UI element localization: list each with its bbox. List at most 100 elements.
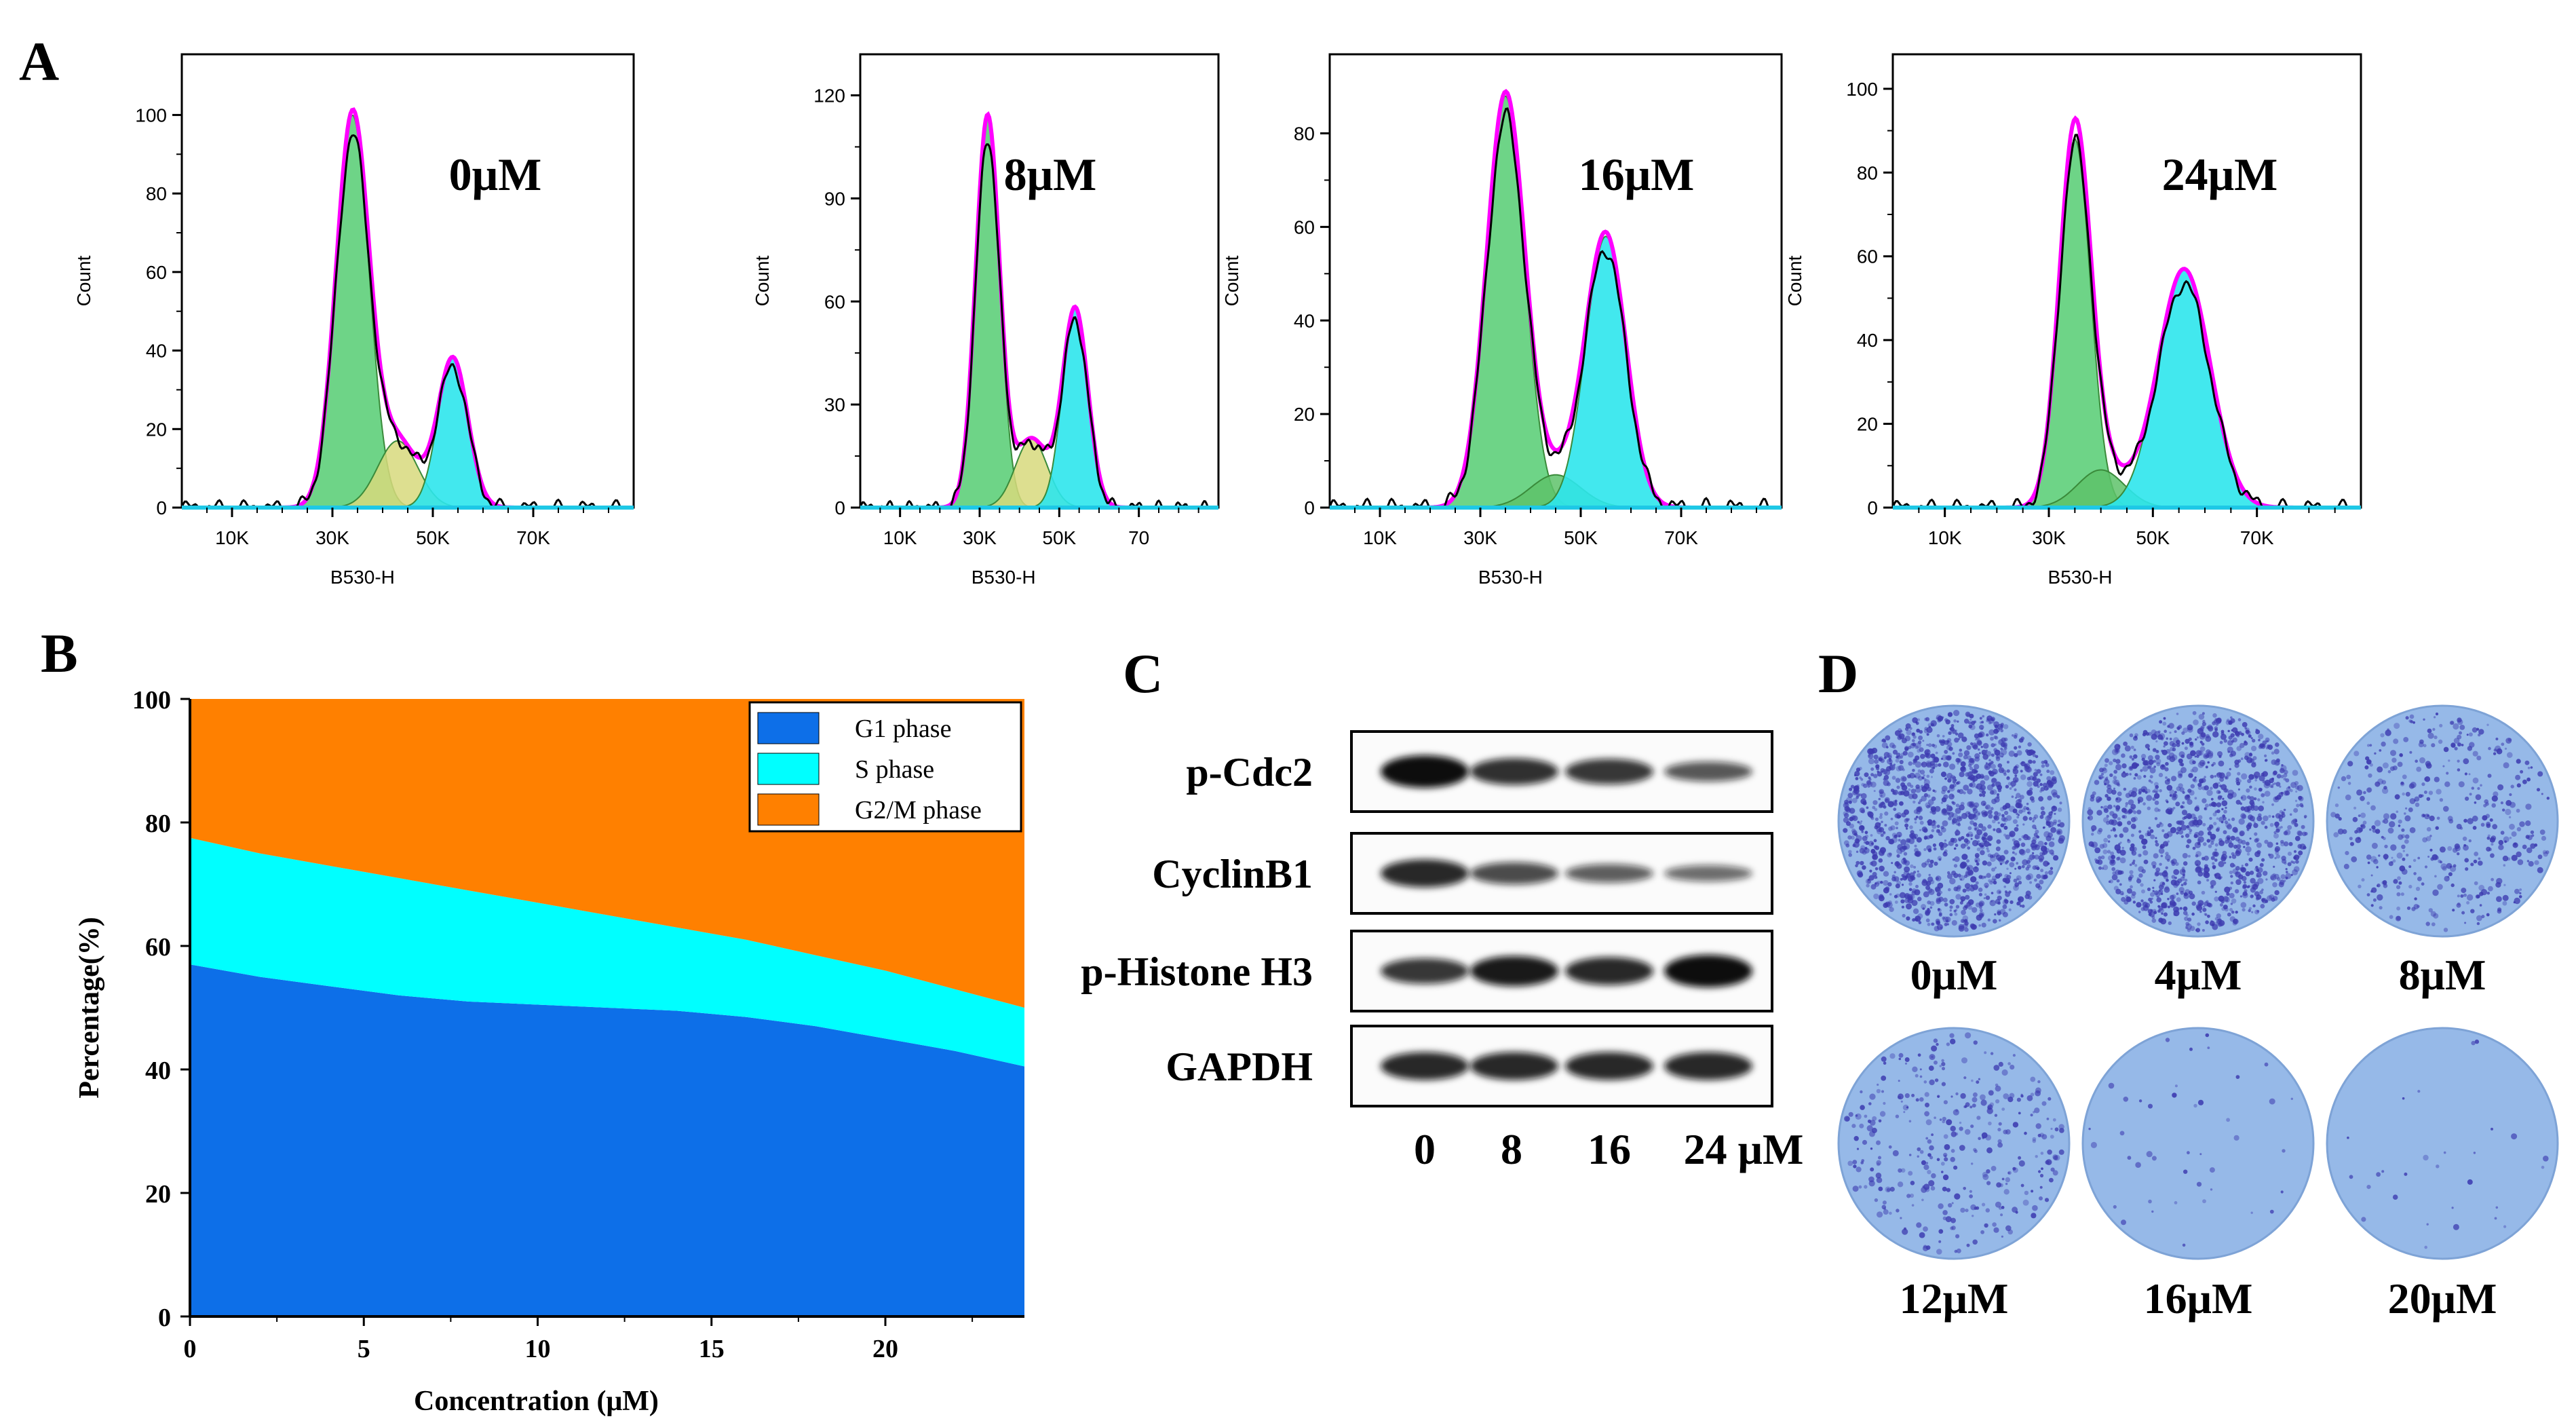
colony — [2014, 852, 2018, 856]
colony — [2269, 1209, 2274, 1214]
colony — [1985, 1208, 1990, 1213]
colony — [2156, 750, 2159, 753]
colony — [2246, 852, 2250, 856]
colony — [2194, 806, 2199, 812]
colony — [1984, 885, 1988, 889]
colony — [2000, 748, 2007, 756]
colony — [1903, 790, 1910, 797]
colony — [1925, 802, 1931, 808]
colony — [1979, 909, 1983, 913]
colony — [2430, 911, 2436, 917]
colony — [1946, 1188, 1950, 1192]
colony — [1955, 894, 1961, 900]
colony — [2206, 725, 2210, 729]
colony — [1940, 739, 1946, 744]
colony — [2148, 827, 2151, 830]
colony — [1966, 902, 1972, 907]
x-tick-label: 10K — [1928, 527, 1962, 548]
colony — [2000, 1213, 2003, 1217]
colony — [1900, 729, 1903, 733]
colony — [2152, 798, 2155, 801]
colony — [2507, 857, 2511, 861]
colony — [1978, 1078, 1981, 1081]
colony — [2090, 1141, 2097, 1148]
colony — [2275, 761, 2280, 765]
colony — [2131, 757, 2134, 761]
colony — [2012, 819, 2018, 824]
colony — [2518, 895, 2522, 898]
colony — [1860, 860, 1864, 866]
band — [1565, 864, 1653, 883]
colony — [2169, 738, 2172, 740]
protein-label: CyclinB1 — [1152, 852, 1313, 896]
colony — [1986, 847, 1989, 850]
colony — [2224, 886, 2231, 893]
colony — [2232, 827, 2238, 833]
colony — [2366, 744, 2370, 747]
colony — [2026, 807, 2030, 811]
colony — [1988, 810, 1993, 814]
colony — [1950, 1149, 1955, 1153]
colony — [2187, 799, 2193, 805]
colony — [1923, 848, 1927, 852]
colony — [2001, 1177, 2005, 1181]
colony — [2247, 810, 2251, 814]
colony — [1940, 757, 1944, 760]
colony — [2366, 1185, 2371, 1190]
colony — [1955, 886, 1961, 892]
colony — [2398, 834, 2404, 840]
colony — [2029, 787, 2033, 791]
colony — [1937, 856, 1942, 860]
colony — [1948, 793, 1955, 800]
colony — [2128, 799, 2134, 805]
colony — [2032, 1139, 2037, 1143]
colony — [2014, 867, 2017, 870]
colony — [1927, 749, 1930, 753]
colony — [1943, 761, 1949, 767]
colony — [2446, 772, 2449, 775]
colony — [2195, 805, 2199, 810]
colony — [2473, 1152, 2476, 1154]
colony — [1878, 797, 1881, 801]
colony — [2115, 805, 2121, 810]
colony — [1946, 1119, 1953, 1126]
colony — [2405, 791, 2410, 797]
colony — [2201, 742, 2205, 746]
colony — [2154, 890, 2159, 896]
colony — [1969, 713, 1974, 719]
colony — [1912, 800, 1916, 804]
colony — [2516, 783, 2521, 788]
colony — [2187, 814, 2192, 820]
colony — [1879, 791, 1886, 798]
colony — [1917, 1155, 1919, 1158]
colony — [2424, 1245, 2427, 1249]
colony — [2511, 1133, 2518, 1140]
colony — [2293, 866, 2300, 872]
colony — [2453, 864, 2457, 868]
colony — [1895, 759, 1900, 763]
colony — [2169, 732, 2172, 734]
colony — [2155, 837, 2157, 839]
colony — [1968, 813, 1975, 820]
y-axis-title: Count — [73, 255, 94, 306]
colony — [1942, 808, 1947, 813]
colony — [2415, 802, 2420, 808]
colony — [2254, 909, 2259, 915]
colony — [2024, 1131, 2027, 1135]
colony — [2486, 846, 2491, 852]
colony — [2266, 740, 2269, 743]
colony — [2175, 801, 2180, 807]
colony — [1982, 715, 1984, 718]
colony — [2358, 814, 2361, 817]
colony — [1942, 1174, 1949, 1181]
colony — [2427, 856, 2430, 858]
colony — [2443, 805, 2449, 812]
colony — [1889, 1186, 1895, 1192]
colony — [1891, 833, 1897, 838]
colony — [2121, 753, 2126, 758]
colony — [2048, 811, 2053, 816]
colony — [2227, 793, 2233, 799]
colony — [1896, 1209, 1900, 1213]
colony — [2254, 776, 2258, 780]
colony — [1946, 923, 1949, 926]
